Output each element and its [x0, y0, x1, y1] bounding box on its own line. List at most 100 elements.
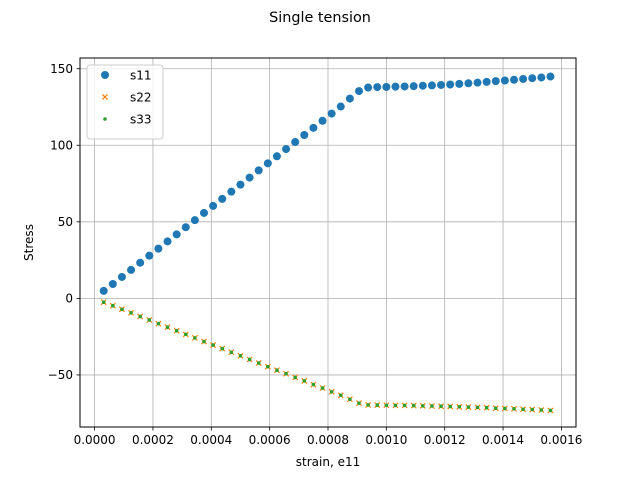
- data-point-s33: [512, 406, 516, 411]
- data-point-s33: [430, 404, 434, 408]
- data-point-s33: [457, 404, 462, 409]
- data-point-s11: [190, 216, 199, 225]
- data-point-s11: [218, 194, 227, 203]
- data-point-s11: [263, 159, 272, 168]
- x-tick-label: 0.0012: [424, 433, 466, 447]
- data-point-s11: [528, 74, 537, 83]
- data-point-s11: [291, 138, 300, 147]
- data-point-s11: [136, 258, 145, 267]
- x-tick-label: 0.0010: [365, 433, 407, 447]
- data-point-s11: [272, 152, 281, 161]
- y-tick-label: −50: [48, 368, 73, 382]
- data-point-s11: [108, 279, 117, 288]
- x-tick-label: 0.0016: [540, 433, 582, 447]
- data-point-s33: [539, 408, 544, 412]
- data-point-s11: [154, 244, 163, 253]
- data-point-s33: [247, 357, 252, 362]
- x-axis-label: strain, e11: [296, 455, 360, 469]
- data-point-s33: [439, 404, 443, 408]
- data-point-s33: [202, 339, 206, 344]
- data-point-s33: [421, 404, 425, 408]
- data-point-s33: [220, 346, 225, 351]
- data-point-s11: [181, 223, 190, 232]
- data-point-s11: [400, 82, 409, 91]
- data-point-s11: [437, 80, 446, 89]
- data-point-s33: [256, 361, 261, 365]
- data-point-s11: [200, 208, 208, 217]
- data-point-s11: [227, 187, 236, 196]
- data-point-s11: [300, 131, 309, 140]
- data-point-s33: [129, 310, 133, 315]
- x-tick-label: 0.0008: [307, 433, 349, 447]
- series-s33: [101, 300, 553, 413]
- x-tick-label: 0.0006: [249, 433, 291, 447]
- series-layer: [99, 72, 555, 414]
- data-point-s33: [530, 407, 535, 412]
- legend-label: s22: [130, 90, 152, 104]
- data-point-s33: [183, 332, 188, 337]
- grid: [80, 58, 576, 427]
- data-point-s33: [384, 403, 389, 408]
- data-point-s33: [320, 386, 325, 390]
- data-point-s33: [357, 401, 361, 405]
- data-point-s33: [147, 318, 152, 322]
- data-point-s33: [174, 328, 179, 333]
- series-s22: [100, 299, 554, 414]
- legend-label: s11: [130, 68, 152, 82]
- data-point-s33: [521, 407, 525, 412]
- data-point-s11: [519, 74, 528, 83]
- data-point-s11: [163, 237, 172, 246]
- data-point-s33: [284, 371, 288, 376]
- y-tick-label: 100: [50, 138, 73, 152]
- data-point-s33: [211, 343, 215, 347]
- data-point-s33: [165, 325, 170, 329]
- data-point-s11: [254, 166, 263, 175]
- series-s11: [99, 72, 555, 295]
- data-point-s33: [475, 405, 480, 410]
- data-point-s11: [373, 83, 382, 92]
- axis-ticks: 0.0000 0.0002 0.0004 0.0006 0.0008 0.0010 0.00…: [48, 62, 583, 447]
- data-point-s11: [327, 109, 336, 118]
- data-point-s33: [366, 403, 370, 407]
- data-point-s11: [345, 94, 354, 103]
- data-point-s33: [238, 354, 243, 358]
- data-point-s11: [172, 230, 181, 239]
- data-point-s11: [446, 80, 455, 89]
- data-point-s11: [236, 180, 245, 189]
- data-point-s33: [548, 408, 553, 413]
- data-point-s11: [99, 286, 108, 295]
- x-tick-label: 0.0014: [482, 433, 524, 447]
- x-tick-label: 0.0004: [190, 433, 232, 447]
- data-point-s11: [510, 75, 518, 84]
- data-point-s33: [402, 403, 407, 408]
- data-point-s11: [382, 82, 391, 91]
- data-point-s33: [411, 403, 416, 408]
- legend-entry-s11: s11: [101, 68, 152, 82]
- data-point-s33: [466, 405, 471, 409]
- data-point-s11: [418, 81, 427, 90]
- legend-marker-s33: [103, 117, 107, 121]
- chart-title: Single tension: [269, 10, 371, 26]
- data-point-s11: [427, 81, 436, 90]
- data-point-s11: [455, 79, 464, 88]
- data-point-s33: [111, 303, 115, 308]
- data-point-s11: [409, 82, 418, 91]
- data-point-s33: [302, 379, 307, 383]
- data-point-s33: [493, 406, 498, 410]
- legend-frame: [86, 64, 164, 140]
- y-axis-label: Stress: [22, 224, 36, 261]
- x-tick-label: 0.0000: [74, 433, 116, 447]
- data-point-s33: [393, 403, 398, 408]
- data-point-s33: [193, 336, 197, 340]
- legend-marker-s11: [101, 71, 109, 79]
- data-point-s11: [145, 251, 154, 260]
- legend-marker-s22: [101, 93, 109, 101]
- data-point-s33: [275, 368, 279, 372]
- data-point-s33: [120, 307, 124, 312]
- y-tick-label: 50: [58, 215, 73, 229]
- data-point-s11: [318, 116, 327, 125]
- data-point-s33: [484, 405, 489, 410]
- legend-label: s33: [130, 112, 152, 126]
